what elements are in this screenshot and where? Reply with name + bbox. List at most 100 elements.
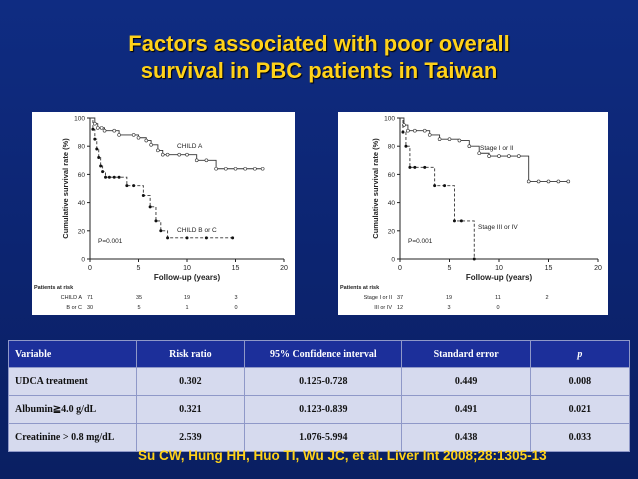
x-tick-label: 0 xyxy=(398,265,402,272)
data-point xyxy=(404,144,408,148)
cell-se: 0.438 xyxy=(401,423,531,452)
y-tick-label: 80 xyxy=(78,144,86,151)
data-point xyxy=(507,154,511,158)
y-tick-label: 100 xyxy=(384,116,395,123)
series-line-1 xyxy=(90,117,233,239)
data-point xyxy=(224,166,228,171)
cell-se: 0.449 xyxy=(401,367,531,396)
data-point xyxy=(97,155,101,159)
data-point xyxy=(517,154,521,158)
data-point xyxy=(132,184,136,188)
data-point xyxy=(149,142,153,147)
data-point xyxy=(136,135,141,140)
risk-row-label: III or IV xyxy=(374,305,392,311)
cell-ci: 0.123-0.839 xyxy=(244,395,403,424)
data-point xyxy=(401,130,405,134)
series-label: CHILD B or C xyxy=(177,227,217,234)
data-point xyxy=(408,165,412,169)
series-label: CHILD A xyxy=(177,143,203,150)
data-point xyxy=(204,236,208,240)
cell-ci: 0.125-0.728 xyxy=(244,367,403,396)
citation: Su CW, Hung HH, Huo TI, Wu JC, et al. Li… xyxy=(138,448,547,463)
data-point xyxy=(487,154,491,158)
data-point xyxy=(452,219,456,223)
data-point xyxy=(472,257,476,261)
data-point xyxy=(148,205,152,209)
cell-se: 0.491 xyxy=(401,395,531,424)
risk-value: 12 xyxy=(397,305,403,311)
data-point xyxy=(457,138,462,143)
y-tick-label: 0 xyxy=(391,257,395,264)
data-point xyxy=(233,166,238,171)
data-point xyxy=(156,148,160,153)
data-point xyxy=(99,164,103,168)
data-point xyxy=(253,166,257,171)
data-point xyxy=(194,158,199,163)
data-point xyxy=(433,184,437,188)
data-point xyxy=(112,128,117,133)
risk-row-label: CHILD A xyxy=(61,295,83,301)
x-axis-label: Follow-up (years) xyxy=(154,273,221,282)
x-tick-label: 10 xyxy=(183,265,191,272)
data-point xyxy=(231,236,235,240)
x-tick-label: 5 xyxy=(137,265,141,272)
cell-variable: Albumin≧4.0 g/dL xyxy=(8,395,137,424)
data-point xyxy=(243,166,247,171)
data-point xyxy=(131,133,136,137)
y-tick-label: 40 xyxy=(388,200,396,207)
cell-risk-ratio: 2.539 xyxy=(135,423,246,452)
data-point xyxy=(177,152,182,157)
data-point xyxy=(406,128,410,133)
patients-at-risk-header: Patients at risk xyxy=(340,285,380,291)
data-point xyxy=(427,133,432,137)
data-point xyxy=(536,179,541,184)
x-axis-label: Follow-up (years) xyxy=(466,273,533,282)
series-label: Stage I or II xyxy=(480,145,514,152)
data-point xyxy=(443,184,447,188)
patients-at-risk-header: Patients at risk xyxy=(34,285,74,291)
y-tick-label: 80 xyxy=(388,144,396,151)
data-point xyxy=(144,138,149,143)
data-point xyxy=(104,175,108,179)
risk-value: 0 xyxy=(234,305,237,311)
data-point xyxy=(214,166,218,171)
data-point xyxy=(204,158,209,163)
x-tick-label: 15 xyxy=(545,265,553,272)
x-tick-label: 20 xyxy=(594,265,602,272)
y-tick-label: 0 xyxy=(81,257,85,264)
risk-value: 19 xyxy=(184,295,190,301)
data-point xyxy=(160,152,165,157)
cell-variable: Creatinine > 0.8 mg/dL xyxy=(8,423,137,452)
data-point xyxy=(413,128,417,133)
risk-value: 0 xyxy=(496,305,499,311)
data-point xyxy=(422,128,427,133)
y-axis-label: Cumulative survival rate (%) xyxy=(61,138,70,239)
data-point xyxy=(95,126,100,130)
p-value-label: P=0.001 xyxy=(408,238,433,245)
data-point xyxy=(102,128,107,133)
risk-value: 11 xyxy=(495,295,501,301)
data-point xyxy=(99,126,104,130)
data-point xyxy=(423,165,427,169)
data-point xyxy=(447,137,452,141)
col-risk-ratio: Risk ratio xyxy=(135,340,246,368)
series-label: Stage III or IV xyxy=(478,224,518,231)
risk-value: 2 xyxy=(545,295,548,301)
data-point xyxy=(101,170,105,174)
risk-value: 19 xyxy=(446,295,452,301)
y-tick-label: 100 xyxy=(74,116,85,123)
data-point xyxy=(546,179,551,184)
table-row: Creatinine > 0.8 mg/dL 2.539 1.076-5.994… xyxy=(8,423,631,452)
data-point xyxy=(413,165,417,169)
data-point xyxy=(166,236,170,240)
risk-factor-table: Variable Risk ratio 95% Confidence inter… xyxy=(8,340,631,452)
table-row: Albumin≧4.0 g/dL 0.321 0.123-0.839 0.491… xyxy=(8,395,631,424)
x-tick-label: 5 xyxy=(448,265,452,272)
title-line-1: Factors associated with poor overall xyxy=(128,31,510,56)
cell-p: 0.033 xyxy=(529,423,631,452)
data-point xyxy=(125,184,129,188)
cell-ci: 1.076-5.994 xyxy=(244,423,403,452)
x-tick-label: 20 xyxy=(280,265,288,272)
table-header-row: Variable Risk ratio 95% Confidence inter… xyxy=(8,340,631,368)
